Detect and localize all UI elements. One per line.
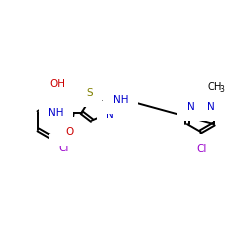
Text: OH: OH (49, 79, 65, 89)
Text: NH: NH (48, 108, 64, 118)
Text: S: S (86, 88, 93, 98)
Text: NH: NH (113, 95, 128, 105)
Text: N: N (106, 110, 114, 120)
Text: Cl: Cl (196, 144, 207, 154)
Text: N: N (206, 102, 214, 112)
Text: N: N (186, 102, 194, 112)
Text: O: O (66, 127, 74, 137)
Text: Cl: Cl (58, 143, 68, 153)
Text: CH: CH (207, 82, 222, 92)
Text: 3: 3 (219, 85, 224, 94)
